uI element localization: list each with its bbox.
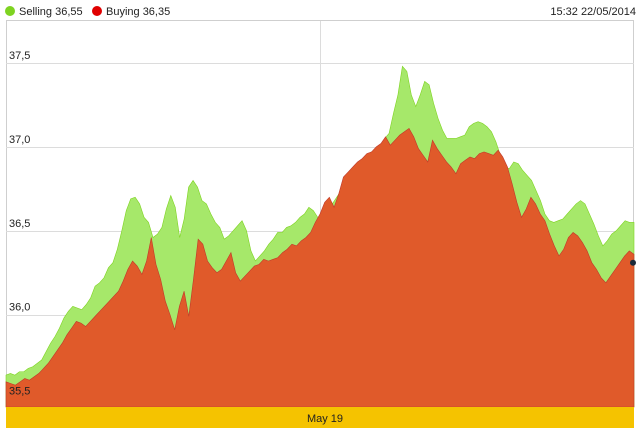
y-tick-label-1: 36,0 [9, 302, 30, 314]
legend-marker-selling [5, 6, 15, 16]
legend-marker-buying [92, 6, 102, 16]
date-band [6, 407, 634, 428]
date-band-label: May 19 [307, 413, 343, 425]
y-tick-label-3: 37,0 [9, 134, 30, 146]
y-axis-ticks: 35,5 36,0 36,5 37,0 37,5 [9, 50, 30, 398]
series-area-buying [5, 127, 635, 408]
series-areas [5, 65, 635, 408]
y-tick-label-2: 36,5 [9, 218, 30, 230]
timestamp: 15:32 22/05/2014 [550, 6, 636, 18]
last-value-marker [630, 259, 636, 266]
y-tick-label-0: 35,5 [9, 386, 30, 398]
legend-label-buying: Buying 36,35 [106, 6, 170, 18]
legend-label-selling: Selling 36,55 [19, 6, 83, 18]
legend: Selling 36,55 Buying 36,35 [5, 6, 170, 18]
y-tick-label-4: 37,5 [9, 50, 30, 62]
